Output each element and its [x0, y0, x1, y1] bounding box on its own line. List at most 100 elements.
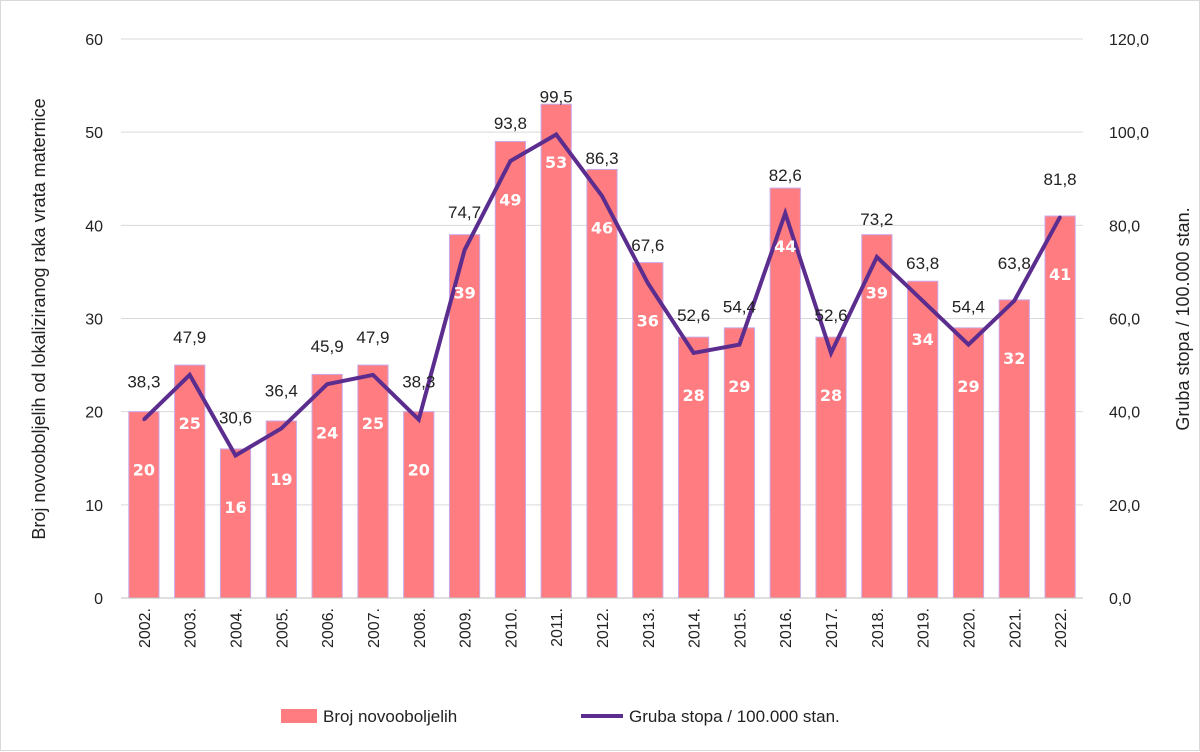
- x-tick-label: 2004.: [229, 608, 246, 648]
- bar: [998, 299, 1030, 599]
- bar: [1044, 215, 1076, 599]
- y-tick-label: 40: [85, 218, 103, 235]
- y2-tick-label: 20,0: [1109, 498, 1140, 515]
- line-point: [279, 426, 283, 430]
- bar-value-label: 29: [957, 377, 979, 396]
- x-tick-label: 2015.: [732, 608, 749, 648]
- line-value-label: 36,4: [265, 381, 298, 400]
- x-tick-label: 2003.: [183, 608, 200, 648]
- bar-value-label: 29: [728, 377, 750, 396]
- x-tick-label: 2022.: [1053, 608, 1070, 648]
- line-value-label: 45,9: [311, 337, 344, 356]
- bar: [128, 411, 160, 599]
- line-value-label: 93,8: [494, 114, 527, 133]
- y2-tick-label: 60,0: [1109, 312, 1140, 329]
- bar: [265, 420, 297, 599]
- y-tick-label: 30: [85, 312, 103, 329]
- bar-series: [128, 103, 1076, 599]
- line-value-label: 86,3: [585, 149, 618, 168]
- y2-tick-label: 80,0: [1109, 218, 1140, 235]
- x-tick-label: 2019.: [916, 608, 933, 648]
- bar-value-label: 41: [1049, 265, 1071, 284]
- line-value-label: 54,4: [723, 298, 756, 317]
- y2-tick-label: 40,0: [1109, 405, 1140, 422]
- y-tick-label: 10: [85, 498, 103, 515]
- y2-tick-label: 120,0: [1109, 32, 1149, 49]
- bar: [907, 280, 939, 599]
- line-point: [646, 281, 650, 285]
- bar-value-label: 24: [316, 423, 338, 442]
- x-tick-label: 2021.: [1007, 608, 1024, 648]
- line-value-label: 81,8: [1044, 170, 1077, 189]
- line-point: [371, 373, 375, 377]
- bar: [586, 168, 618, 599]
- legend-label-line: Gruba stopa / 100.000 stan.: [629, 707, 840, 726]
- x-tick-label: 2014.: [687, 608, 704, 648]
- line-point: [325, 382, 329, 386]
- line-data-labels: 38,3 47,9 30,6 36,4 45,9 47,9 38,3 74,7 93,8 99,5…: [127, 87, 1076, 427]
- x-tick-label: 2017.: [824, 608, 841, 648]
- y2-tick-label: 0,0: [1109, 591, 1131, 608]
- bar: [174, 364, 206, 599]
- legend-swatch-bar: [281, 709, 317, 723]
- line-value-label: 30,6: [219, 408, 252, 427]
- bar-value-label: 25: [179, 414, 201, 433]
- x-tick-label: 2018.: [870, 608, 887, 648]
- x-tick-label: 2002.: [137, 608, 154, 648]
- line-value-label: 38,3: [127, 373, 160, 392]
- bar-value-label: 46: [591, 218, 613, 237]
- bar: [632, 262, 664, 599]
- bar-value-label: 16: [224, 498, 246, 517]
- bar-value-label: 19: [270, 470, 292, 489]
- bar-value-label: 25: [362, 414, 384, 433]
- line-point: [921, 299, 925, 303]
- bar: [311, 373, 343, 599]
- bar-value-label: 32: [1003, 349, 1025, 368]
- x-tick-label: 2011.: [549, 608, 566, 647]
- line-value-label: 63,8: [998, 254, 1031, 273]
- x-tick-label: 2016.: [778, 608, 795, 648]
- line-point: [600, 194, 604, 198]
- bar: [815, 336, 847, 599]
- bar: [403, 411, 435, 599]
- line-point: [1058, 215, 1062, 219]
- x-tick-label: 2006.: [320, 608, 337, 648]
- x-tick-label: 2012.: [595, 608, 612, 648]
- line-value-label: 63,8: [906, 254, 939, 273]
- line-value-label: 54,4: [952, 298, 985, 317]
- bar-value-label: 39: [866, 284, 888, 303]
- legend: Broj novooboljelih Gruba stopa / 100.000…: [281, 707, 840, 726]
- line-point: [188, 373, 192, 377]
- x-tick-label: 2007.: [366, 608, 383, 648]
- line-point: [829, 351, 833, 355]
- bar-value-label: 36: [637, 312, 659, 331]
- line-value-label: 47,9: [356, 328, 389, 347]
- line-value-label: 52,6: [815, 306, 848, 325]
- line-point: [966, 343, 970, 347]
- line-point: [783, 211, 787, 215]
- bar: [357, 364, 389, 599]
- bar: [540, 103, 572, 599]
- y-axis-title: Broj novooboljelih od lokaliziranog raka…: [29, 98, 49, 539]
- bar: [952, 327, 985, 599]
- bar-data-labels: 20 25 16 19 24 25 20 39 49 53 46 36 28 29 44 28 39 34 29 32…: [133, 153, 1071, 517]
- bar-value-label: 53: [545, 153, 567, 172]
- line-value-label: 74,7: [448, 203, 481, 222]
- line-point: [875, 255, 879, 259]
- y2-axis-title: Gruba stopa / 100.000 stan.: [1173, 207, 1193, 430]
- line-value-label: 99,5: [540, 87, 573, 106]
- x-tick-label: 2020.: [961, 608, 978, 648]
- bar: [769, 187, 801, 599]
- bar-value-label: 28: [820, 386, 842, 405]
- bar-value-label: 28: [682, 386, 704, 405]
- bar: [678, 336, 710, 599]
- x-tick-label: 2008.: [412, 608, 429, 648]
- line-point: [234, 453, 238, 457]
- line-point: [417, 418, 421, 422]
- line-value-label: 38,3: [402, 373, 435, 392]
- x-tick-label: 2010.: [503, 608, 520, 648]
- x-tick-label: 2013.: [641, 608, 658, 648]
- bar-value-label: 44: [774, 237, 796, 256]
